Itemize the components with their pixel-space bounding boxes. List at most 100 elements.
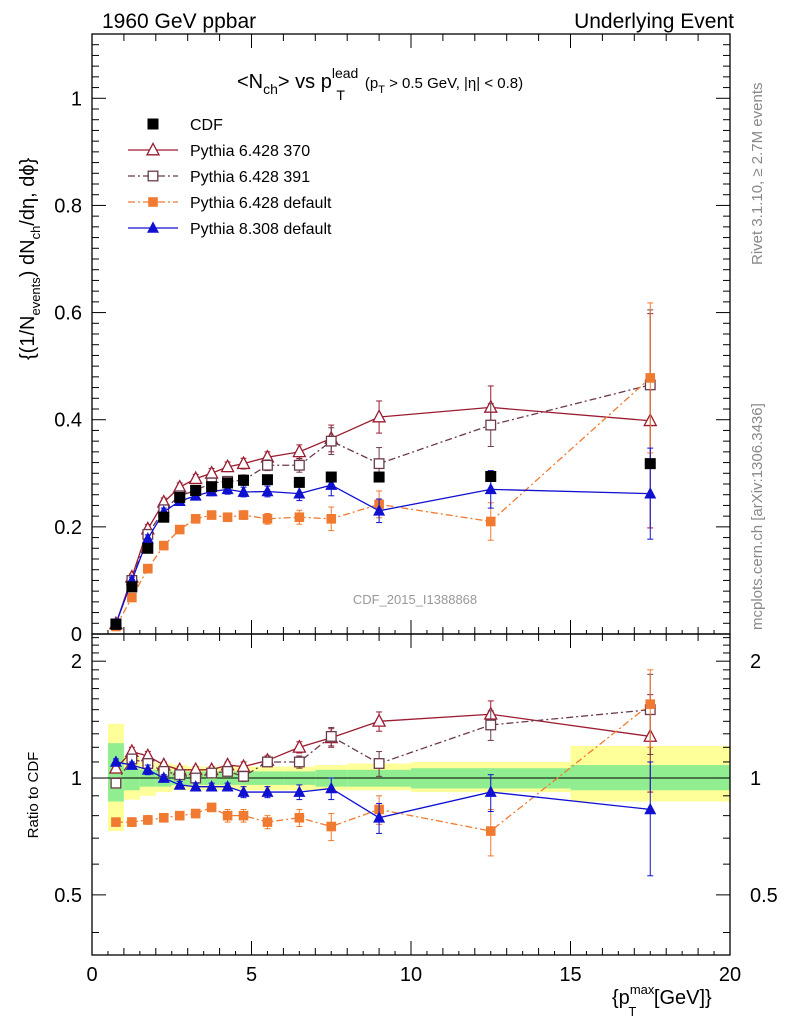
ratio-point — [373, 758, 385, 769]
ratio-y-tick-label: 0.5 — [54, 885, 82, 907]
ratio-point — [221, 780, 234, 792]
data-point — [485, 471, 497, 482]
ratio-point — [206, 802, 217, 813]
ratio-point — [262, 817, 273, 827]
data-point — [126, 581, 138, 593]
series-point — [644, 487, 657, 499]
ratio-point — [205, 780, 218, 792]
data-point — [158, 511, 170, 523]
ratio-point — [485, 719, 497, 731]
title-main: <N — [237, 71, 263, 93]
y-tick-label: 0.8 — [54, 195, 82, 217]
y-label-main: {(1/Nevents) dNch/dη, dϕ} — [17, 157, 43, 360]
series-point — [174, 524, 185, 535]
ratio-point — [125, 758, 138, 770]
ratio-point — [190, 808, 201, 819]
series-2 — [111, 302, 656, 632]
ratio-plot-series — [108, 669, 658, 877]
xlabel-post: [GeV]} — [648, 987, 712, 1009]
ratio-point — [293, 785, 306, 797]
title-cuts: (p — [365, 75, 378, 92]
series-point — [485, 516, 496, 527]
legend-label: Pythia 8.308 default — [190, 221, 332, 238]
ratio-y-tick-label-right: 0.5 — [750, 885, 778, 907]
series-point — [293, 487, 306, 499]
series-point — [325, 435, 337, 447]
xlabel-pre: {p — [612, 987, 630, 1009]
series-point — [484, 482, 497, 495]
legend-marker — [145, 142, 161, 156]
title-sub1: ch — [263, 81, 278, 97]
series-point — [373, 458, 385, 470]
ratio-point — [222, 810, 233, 821]
data-point — [238, 474, 250, 486]
series-point — [127, 592, 137, 603]
series-point — [373, 504, 386, 516]
ratio-point — [222, 765, 234, 777]
ylabel-sub2: ch — [28, 226, 43, 240]
ratio-point — [484, 785, 497, 797]
legend-marker — [147, 170, 159, 182]
series-point — [372, 409, 387, 423]
data-point — [110, 618, 122, 630]
series-point — [261, 484, 274, 497]
ratio-point — [174, 810, 185, 821]
series-point — [143, 563, 153, 574]
ratio-y-tick-label-right: 1 — [750, 768, 761, 790]
series-point — [158, 540, 169, 551]
legend-marker — [147, 221, 159, 233]
series-point — [262, 514, 273, 524]
analysis-id: CDF_2015_I1388868 — [353, 592, 477, 607]
xlabel-sup: max — [630, 982, 655, 997]
title-sup: lead — [332, 65, 358, 81]
y-tick-label: 0.4 — [54, 410, 82, 432]
mcplots-label: mcplots.cern.ch [arXiv:1306.3436] — [749, 403, 766, 630]
ratio-point — [108, 760, 124, 774]
y-tick-label: 1 — [71, 88, 82, 110]
series-3 — [109, 447, 657, 629]
series-point — [326, 514, 337, 524]
legend-label: Pythia 6.428 391 — [190, 169, 310, 186]
series-point — [220, 458, 235, 473]
data-point — [142, 542, 154, 554]
series-point — [325, 478, 338, 490]
y-tick-label: 0.2 — [54, 517, 82, 539]
ratio-point — [326, 821, 337, 832]
series-point — [236, 455, 251, 470]
ratio-point — [174, 769, 186, 781]
data-point — [325, 471, 337, 483]
title-cuts-end: > 0.5 GeV, |η| < 0.8) — [385, 75, 523, 92]
x-tick-label: 20 — [719, 964, 741, 986]
main-frame — [91, 33, 731, 635]
ratio-y-tick-label-right: 2 — [750, 651, 761, 673]
ratio-band-stat — [123, 768, 140, 791]
data-point — [222, 477, 234, 489]
data-series — [110, 458, 656, 630]
ylabel-mid: ) dN — [17, 239, 39, 277]
legend-marker — [147, 118, 159, 130]
ratio-point — [238, 810, 249, 821]
ratio-y-tick-label: 1 — [71, 768, 82, 790]
ratio-point — [173, 778, 186, 790]
series-point — [206, 510, 217, 520]
x-tick-label: 0 — [86, 964, 97, 986]
ratio-point — [261, 785, 274, 797]
series-point — [188, 470, 203, 485]
series-point — [485, 419, 497, 431]
ratio-point — [645, 699, 656, 709]
series-point — [261, 459, 273, 471]
ratio-point — [237, 785, 250, 797]
ratio-point — [206, 767, 218, 779]
series-point — [292, 443, 307, 458]
ylabel-sub1: events — [28, 277, 43, 316]
ratio-point — [141, 763, 154, 775]
series-point — [222, 512, 233, 523]
ratio-point — [189, 780, 202, 792]
main-plot-series — [108, 302, 658, 632]
legend-marker — [148, 197, 158, 207]
ratio-point — [158, 812, 169, 823]
legend-label: Pythia 6.428 default — [190, 195, 332, 212]
ratio-point — [373, 811, 386, 823]
data-point — [206, 481, 218, 493]
series-point — [238, 510, 249, 520]
